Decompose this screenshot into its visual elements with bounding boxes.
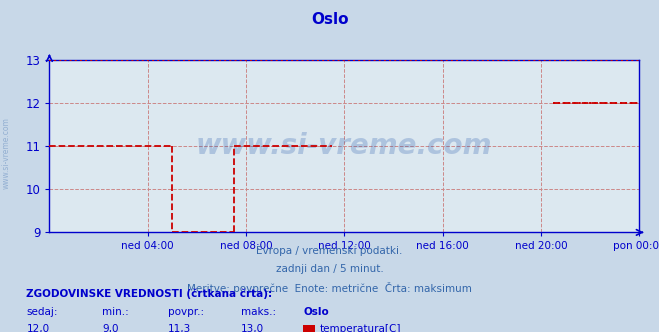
Text: Meritve: povprečne  Enote: metrične  Črta: maksimum: Meritve: povprečne Enote: metrične Črta:… — [187, 282, 472, 294]
Text: www.si-vreme.com: www.si-vreme.com — [2, 117, 11, 189]
Text: maks.:: maks.: — [241, 307, 275, 317]
Text: temperatura[C]: temperatura[C] — [320, 324, 401, 332]
Text: www.si-vreme.com: www.si-vreme.com — [196, 132, 492, 160]
Text: 12,0: 12,0 — [26, 324, 49, 332]
Text: povpr.:: povpr.: — [168, 307, 204, 317]
Text: 9,0: 9,0 — [102, 324, 119, 332]
Text: 11,3: 11,3 — [168, 324, 191, 332]
Text: zadnji dan / 5 minut.: zadnji dan / 5 minut. — [275, 264, 384, 274]
Text: ZGODOVINSKE VREDNOSTI (črtkana črta):: ZGODOVINSKE VREDNOSTI (črtkana črta): — [26, 289, 272, 299]
Text: min.:: min.: — [102, 307, 129, 317]
Text: Evropa / vremenski podatki.: Evropa / vremenski podatki. — [256, 246, 403, 256]
Text: 13,0: 13,0 — [241, 324, 264, 332]
Text: Oslo: Oslo — [303, 307, 329, 317]
Text: Oslo: Oslo — [311, 12, 348, 27]
Text: sedaj:: sedaj: — [26, 307, 58, 317]
